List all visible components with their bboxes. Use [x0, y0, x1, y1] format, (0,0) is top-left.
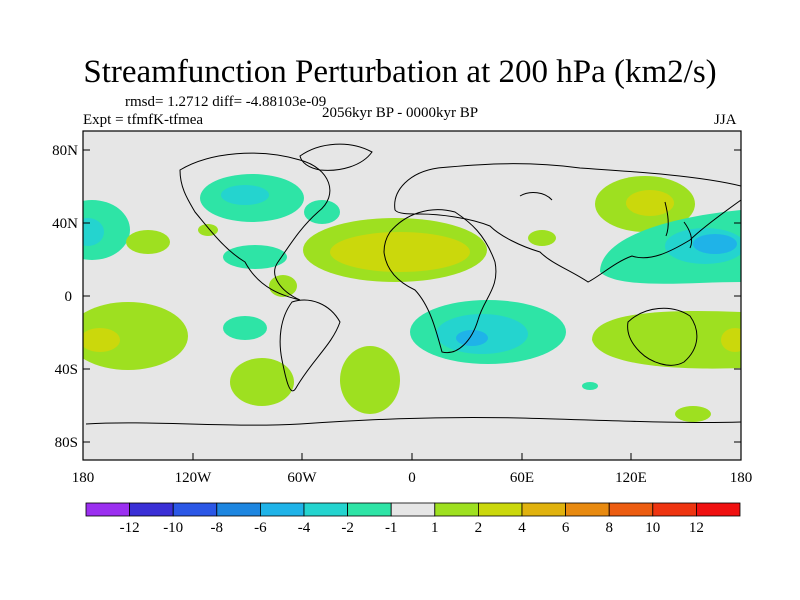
contour-southern-ocean	[675, 406, 711, 422]
coastlines	[85, 143, 741, 426]
colorbar-swatch	[434, 502, 479, 517]
colorbar-label: -4	[298, 520, 311, 536]
colorbar-label: -1	[385, 520, 398, 536]
antarctica-coast	[85, 416, 741, 426]
lat-label: 80S	[55, 435, 78, 451]
colorbar-label: -2	[341, 520, 354, 536]
colorbar-swatch	[521, 502, 566, 517]
contour-east-asia-core	[626, 190, 674, 216]
colorbar-swatch	[259, 502, 305, 517]
colorbar-swatch	[303, 502, 348, 517]
greenland-coast	[299, 143, 373, 171]
contour-south-pacific	[83, 302, 188, 370]
contour-east-pacific-south	[223, 316, 267, 340]
colorbar: -12 -10 -8 -6 -4 -2 -1 1 2 4 6 8 10 12	[85, 502, 741, 536]
season-text: JJA	[714, 112, 737, 128]
japan-coast	[664, 201, 693, 249]
colorbar-swatch	[565, 502, 610, 517]
colorbar-label: 12	[689, 520, 704, 536]
colorbar-swatch	[172, 502, 218, 517]
colorbar-label: 1	[431, 520, 439, 536]
lon-label: 120W	[175, 470, 213, 486]
contour-north-atlantic-west	[304, 200, 340, 224]
lon-label: 60W	[287, 470, 317, 486]
colorbar-swatch	[696, 502, 741, 517]
colorbar-label: -12	[120, 520, 140, 536]
contour-west-pacific-inner	[693, 234, 737, 254]
contour-south-atlantic	[340, 346, 400, 414]
lon-label: 60E	[510, 470, 534, 486]
lon-label: 180	[72, 470, 95, 486]
contour-east-pacific-small	[198, 224, 218, 236]
lat-label: 40S	[55, 362, 78, 378]
colorbar-swatch	[608, 502, 654, 517]
shaded-contours	[83, 174, 741, 422]
south-america-coast	[279, 299, 341, 392]
lat-label: 40N	[52, 216, 78, 232]
lat-label: 0	[65, 289, 73, 305]
colorbar-label: 8	[605, 520, 613, 536]
contour-north-america-core	[221, 185, 269, 205]
contour-indian-ocean-small	[582, 382, 598, 390]
colorbar-swatch	[85, 502, 130, 517]
contour-west-pacific-north-core	[83, 218, 104, 246]
north-america-coast	[179, 152, 331, 301]
colorbar-swatch	[390, 502, 436, 517]
experiment-text: Expt = tfmfK-tfmea	[83, 112, 204, 128]
contour-south-pacific-core	[83, 328, 120, 352]
lon-label: 0	[408, 470, 416, 486]
colorbar-label: -6	[254, 520, 267, 536]
lon-label: 120E	[615, 470, 647, 486]
contour-north-africa-core	[330, 232, 470, 272]
colorbar-label: 10	[645, 520, 660, 536]
lat-ticks	[83, 149, 741, 443]
eurasia-coast	[394, 163, 741, 283]
lon-label: 180	[730, 470, 753, 486]
colorbar-label: 2	[475, 520, 483, 536]
contour-gulf-of-mexico	[223, 245, 287, 269]
colorbar-label: 4	[518, 520, 526, 536]
colorbar-swatch	[216, 502, 261, 517]
colorbar-label: -10	[163, 520, 183, 536]
contour-southern-africa-inner	[456, 330, 488, 346]
stats-text: rmsd= 1.2712 diff= -4.88103e-09	[125, 94, 327, 110]
colorbar-swatch	[477, 502, 523, 517]
contour-central-pacific	[126, 230, 170, 254]
period-text: 2056kyr BP - 0000kyr BP	[322, 105, 479, 121]
contour-central-america	[269, 275, 297, 297]
contour-australia-core	[721, 328, 741, 352]
colorbar-label: -8	[211, 520, 224, 536]
lat-label: 80N	[52, 143, 78, 159]
australia-coast	[627, 307, 698, 366]
africa-coast	[383, 209, 497, 354]
contour-australia	[592, 310, 741, 369]
contour-south-america	[230, 358, 294, 406]
colorbar-swatch	[129, 502, 174, 517]
map-title: Streamfunction Perturbation at 200 hPa (…	[83, 54, 717, 90]
colorbar-label: 6	[562, 520, 570, 536]
caspian-coast	[519, 192, 553, 201]
colorbar-swatch	[652, 502, 697, 517]
contour-west-pacific-north	[83, 200, 130, 260]
contour-arabia	[528, 230, 556, 246]
colorbar-swatch	[347, 502, 392, 517]
lon-ticks	[82, 453, 742, 460]
